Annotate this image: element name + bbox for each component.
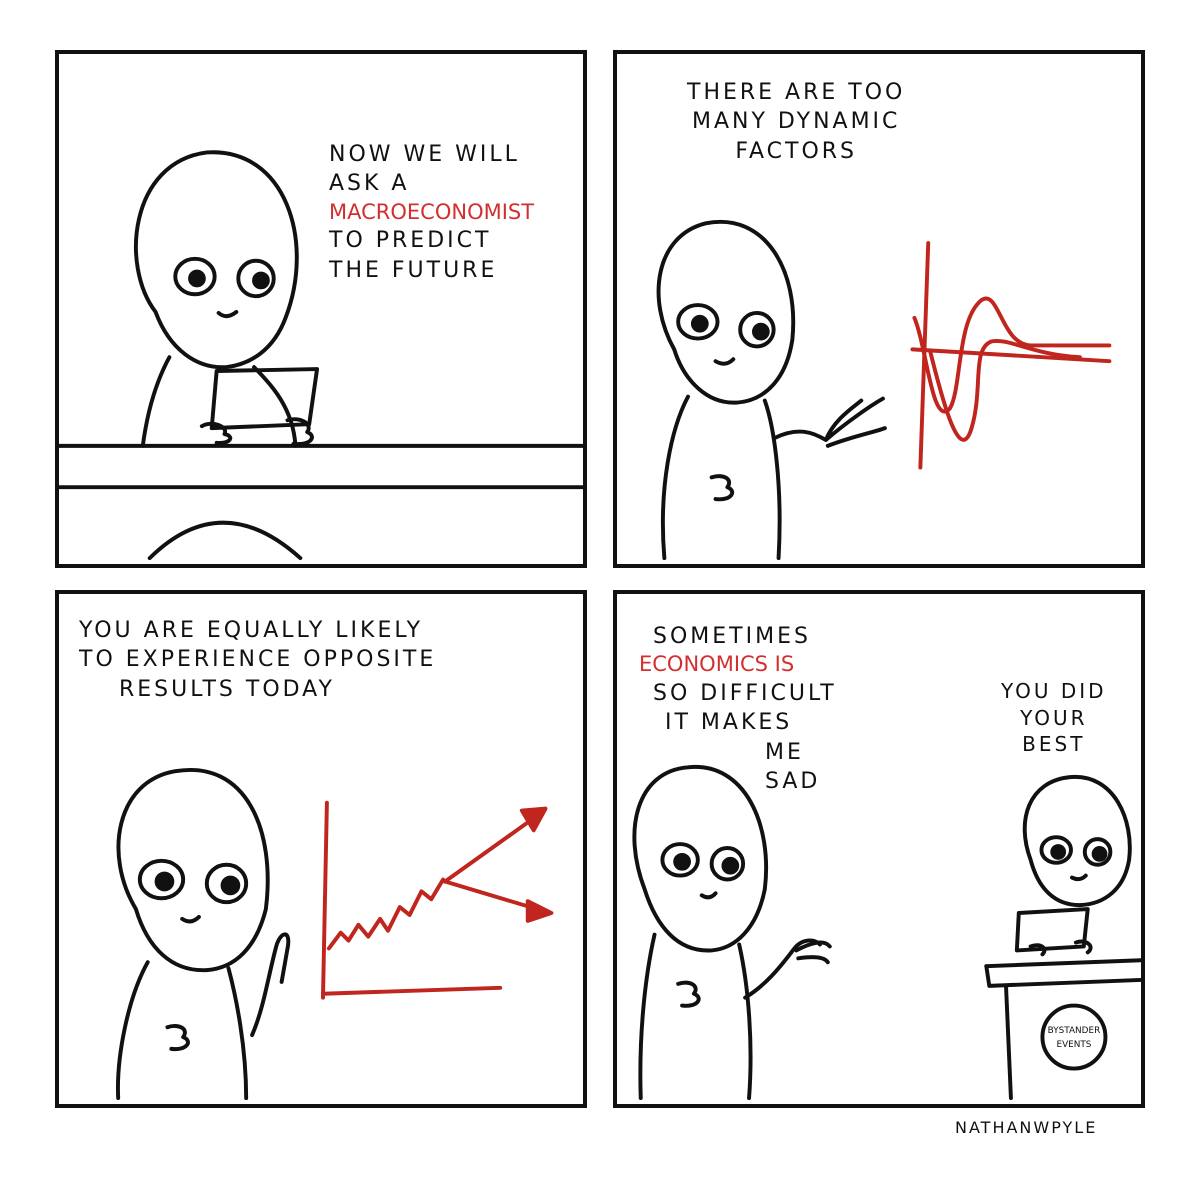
caption-highlight-word: MACROECONOMIST (329, 199, 535, 224)
comic-panel-1: NOW WE WILL ASK A MACROECONOMIST TO PRED… (55, 50, 587, 568)
caption-highlight-word: ECONOMICS IS (639, 652, 795, 677)
caption-line: THERE ARE TOO (687, 80, 906, 105)
alien-with-diverging-trend-chart-drawing (116, 767, 554, 1101)
reply-line: YOU DID (1001, 679, 1107, 703)
panel-1-caption: NOW WE WILL ASK A MACROECONOMIST TO PRED… (329, 140, 534, 285)
artist-credit: NATHANWPYLE (955, 1118, 1098, 1137)
caption-line: ME (765, 739, 804, 765)
comic-panel-2: THERE ARE TOO MANY DYNAMIC FACTORS (613, 50, 1145, 568)
panel-4-caption: SOMETIMES ECONOMICS IS SO DIFFICULT IT M… (639, 622, 837, 796)
caption-line: NOW WE WILL (329, 142, 520, 167)
alien-with-oscillating-chart-drawing (656, 219, 1112, 561)
reply-line: BEST (1022, 732, 1086, 757)
caption-line: YOU ARE EQUALLY LIKELY (79, 618, 424, 643)
caption-line: ASK A (329, 171, 410, 197)
caption-line: RESULTS TODAY (119, 676, 335, 702)
caption-line: FACTORS (735, 138, 858, 164)
comic-panel-4: BYSTANDER EVENTS SOMETIMES ECONOMICS IS … (613, 590, 1145, 1108)
two-aliens-at-podium-drawing: BYSTANDER EVENTS (632, 765, 1141, 1101)
panel-4-reply: YOU DID YOUR BEST (1001, 678, 1107, 758)
podium-badge-line-2: EVENTS (1056, 1040, 1091, 1050)
caption-line: SO DIFFICULT (653, 681, 837, 707)
podium-badge-line-1: BYSTANDER (1048, 1026, 1101, 1036)
panel-3-caption: YOU ARE EQUALLY LIKELY TO EXPERIENCE OPP… (79, 616, 436, 704)
caption-line: SAD (765, 768, 821, 794)
caption-line: IT MAKES (665, 710, 793, 736)
reply-line: YOUR (1020, 705, 1088, 730)
caption-line: MANY DYNAMIC (691, 109, 901, 135)
caption-line: THE FUTURE (329, 257, 498, 283)
caption-line: TO PREDICT (329, 228, 492, 254)
caption-line: SOMETIMES (653, 624, 811, 649)
alien-news-anchor-drawing (59, 150, 583, 561)
comic-panel-3: YOU ARE EQUALLY LIKELY TO EXPERIENCE OPP… (55, 590, 587, 1108)
panel-2-caption: THERE ARE TOO MANY DYNAMIC FACTORS (687, 78, 905, 166)
caption-line: TO EXPERIENCE OPPOSITE (79, 647, 437, 673)
